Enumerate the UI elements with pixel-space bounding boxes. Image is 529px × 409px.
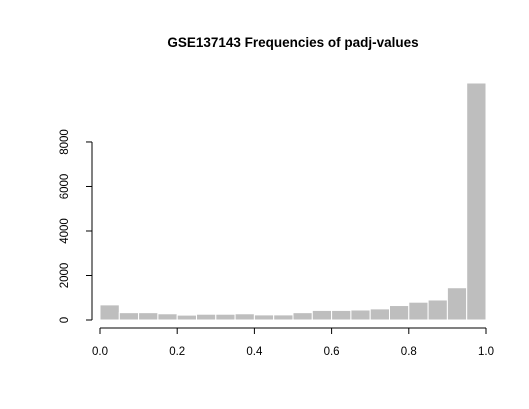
y-tick-label: 2000 [59,263,71,289]
x-tick-label: 0.8 [401,346,417,358]
histogram-bar [311,309,333,321]
y-tick-label: 6000 [59,174,71,200]
x-tick-label: 0.0 [92,346,108,358]
histogram-bar [157,313,178,321]
histogram-bar [138,312,159,321]
histogram-bar [273,314,294,321]
histogram-bar [215,313,236,321]
histogram-bar [369,308,391,321]
y-axis: 0 2000 4000 6000 8000 [59,129,93,323]
x-tick-label: 1.0 [478,346,494,358]
histogram-bar [408,301,429,321]
x-tick-label: 0.2 [169,346,185,358]
histogram-bar [176,314,197,321]
histogram-bar [118,312,140,321]
histogram-bar [427,299,448,321]
chart-title: GSE137143 Frequencies of padj-values [167,35,418,50]
histogram-bar [350,309,371,321]
bars-group [99,82,487,321]
histogram-bar [446,287,468,321]
histogram-bar [234,313,255,321]
x-axis: 0.0 0.2 0.4 0.6 0.8 1.0 [92,327,494,358]
histogram-bar [99,304,120,321]
histogram-bar [389,305,410,321]
x-tick-label: 0.4 [246,346,263,358]
histogram-bar [466,82,487,321]
histogram-bar [292,312,313,321]
y-tick-label: 0 [59,317,71,323]
y-tick-label: 4000 [59,218,71,244]
x-tick-label: 0.6 [324,346,340,358]
histogram-bar [331,309,352,321]
histogram-bar [253,314,275,321]
histogram-bar [196,313,217,321]
y-tick-label: 8000 [59,129,71,155]
